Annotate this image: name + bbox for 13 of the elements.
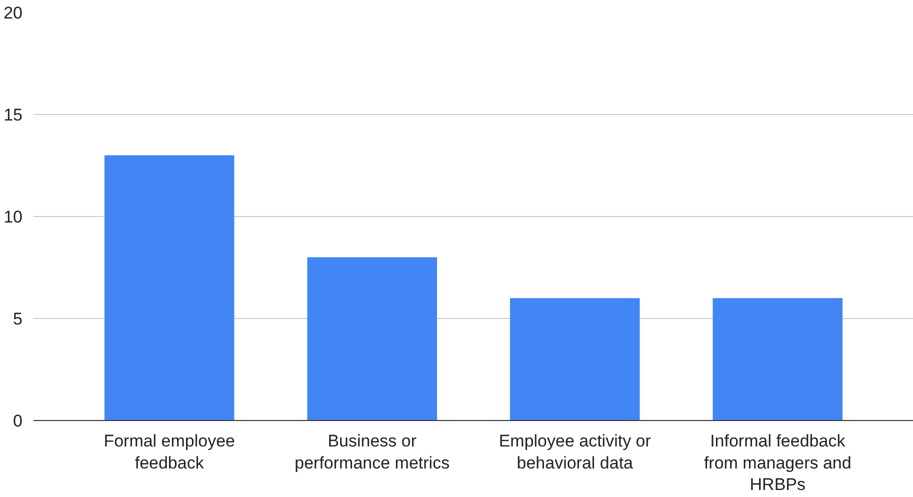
x-tick-label: Formal employee feedback xyxy=(104,432,236,472)
bar xyxy=(104,155,234,420)
y-tick-label: 10 xyxy=(4,208,23,226)
bar xyxy=(307,257,437,420)
y-tick-label: 0 xyxy=(13,412,23,430)
y-tick-label: 15 xyxy=(4,106,23,124)
x-tick-label: Employee activity or behavioral data xyxy=(498,432,652,472)
y-tick-label: 20 xyxy=(4,4,23,22)
bar xyxy=(510,298,640,420)
x-tick-label: Business or performance metrics xyxy=(294,432,450,472)
bar xyxy=(712,298,843,420)
x-tick-label: Informal feedback from managers and HRBPs xyxy=(704,432,852,494)
y-tick-label: 5 xyxy=(13,310,23,328)
